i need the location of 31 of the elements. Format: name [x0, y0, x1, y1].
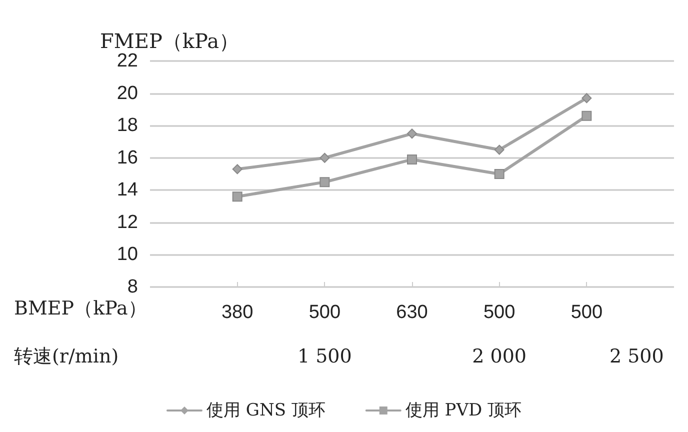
y-tick-label: 14	[116, 180, 138, 201]
point	[407, 154, 417, 164]
y-tick-label: 16	[116, 147, 138, 168]
y-tick-label: 20	[116, 82, 138, 104]
x-tick-label: 630	[396, 302, 428, 323]
text: 转速(r/min)	[14, 346, 119, 368]
x-tick-label: 500	[308, 302, 341, 323]
y-axis-title: FMEP（kPa）	[100, 29, 240, 53]
text: 2 500	[609, 346, 664, 368]
x-tick-label: 380	[221, 302, 254, 323]
text: 1 500	[297, 346, 352, 368]
point	[582, 110, 592, 121]
y-tick-label: 18	[116, 115, 138, 136]
legend-label: 使用 PVD 顶环	[405, 400, 522, 420]
text: 2 000	[472, 346, 527, 368]
point	[232, 192, 242, 202]
x-tick-label: 500	[483, 302, 516, 323]
y-tick-label: 12	[116, 212, 138, 233]
point	[320, 177, 330, 188]
point	[407, 128, 417, 139]
x-axis-title: BMEP（kPa）	[14, 298, 147, 320]
point	[320, 152, 330, 163]
point	[232, 164, 242, 174]
point	[494, 169, 504, 179]
x-tick-label: 500	[570, 302, 603, 323]
point	[582, 93, 592, 104]
legend-label: 使用 GNS 顶环	[206, 400, 326, 420]
y-tick-label: 8	[127, 276, 138, 298]
y-tick-label: 22	[116, 50, 138, 72]
point	[494, 144, 504, 155]
y-tick-label: 10	[116, 244, 138, 266]
